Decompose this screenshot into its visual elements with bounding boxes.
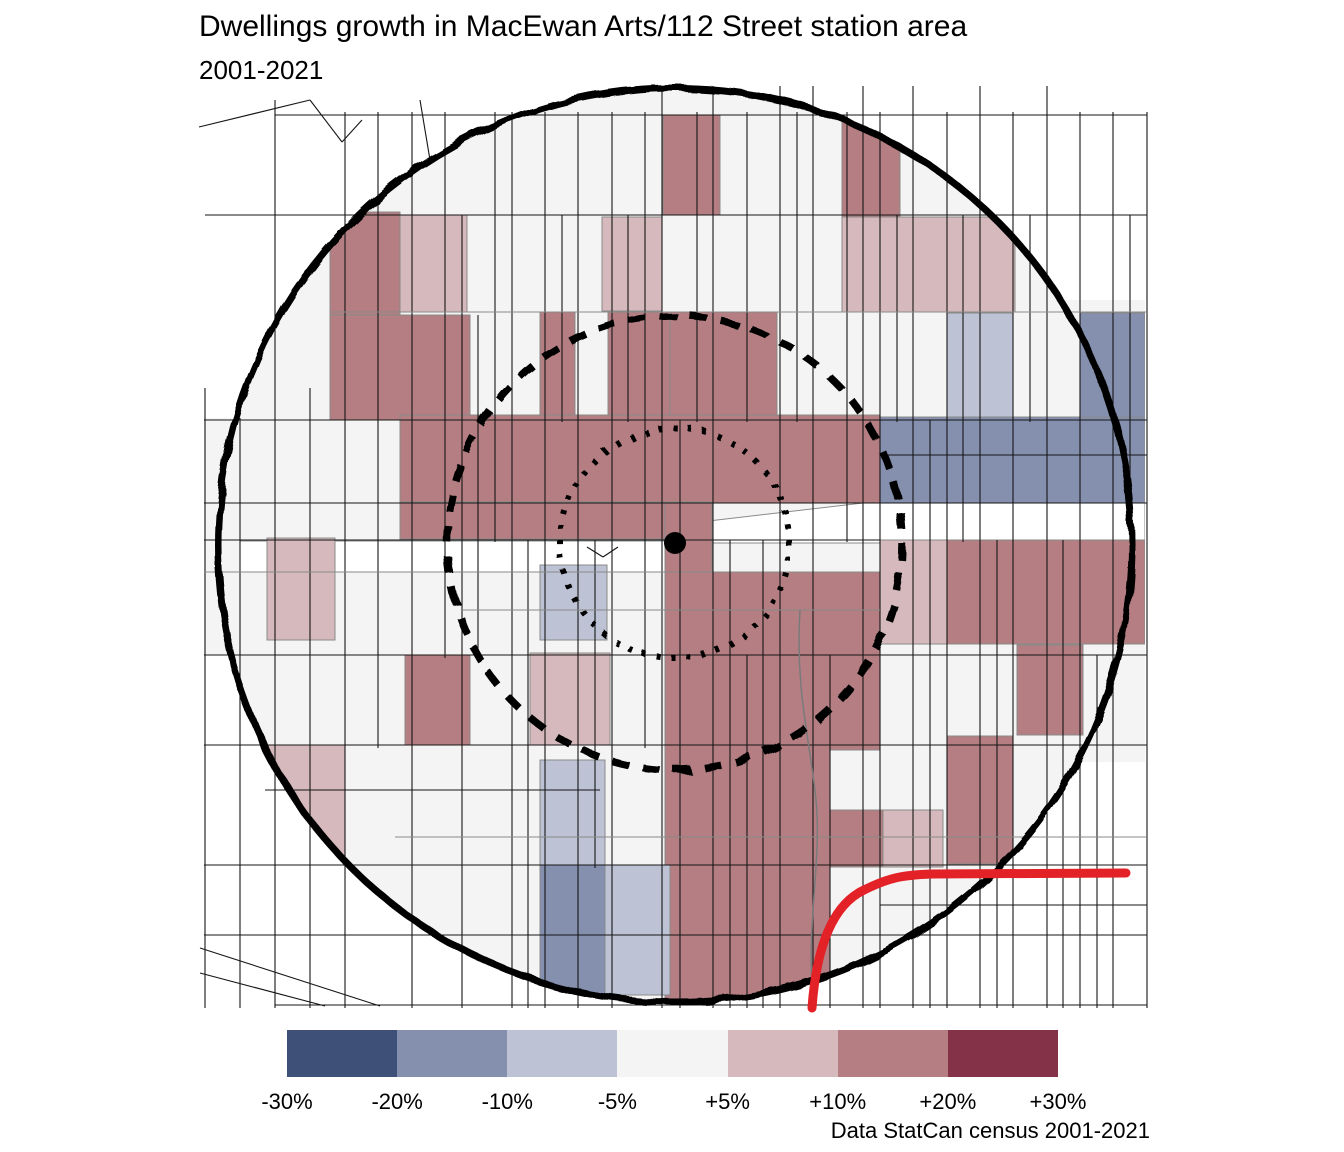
chart-title: Dwellings growth in MacEwan Arts/112 Str… bbox=[199, 10, 968, 43]
data-attribution: Data StatCan census 2001-2021 bbox=[830, 1118, 1150, 1143]
legend-color-bar bbox=[287, 1030, 1058, 1077]
legend-swatch bbox=[287, 1030, 398, 1077]
legend-swatch bbox=[617, 1030, 728, 1077]
buffer-circle-outer-solid bbox=[214, 84, 1136, 1006]
legend-labels: -30% -20% -10% -5% +5% +10% +20% +30% bbox=[0, 1089, 1344, 1119]
buffer-circle-inner-dotted bbox=[557, 425, 793, 661]
chart-subtitle: 2001-2021 bbox=[199, 55, 324, 85]
station-dot bbox=[664, 532, 686, 554]
legend-label: -5% bbox=[597, 1089, 637, 1114]
street-grid bbox=[198, 86, 1148, 1008]
legend-swatch bbox=[837, 1030, 948, 1077]
legend-label: -20% bbox=[371, 1089, 423, 1114]
legend-swatch bbox=[397, 1030, 508, 1077]
legend-swatch bbox=[727, 1030, 838, 1077]
legend-swatch bbox=[947, 1030, 1058, 1077]
legend-label: +10% bbox=[809, 1089, 867, 1114]
legend-label: +5% bbox=[705, 1089, 750, 1114]
lrt-line bbox=[807, 868, 1131, 1013]
legend-swatch bbox=[507, 1030, 618, 1077]
ravine-road bbox=[798, 609, 819, 1006]
legend-label: -10% bbox=[481, 1089, 533, 1114]
buffer-circle-middle-dashed bbox=[444, 312, 906, 774]
legend-label: +30% bbox=[1029, 1089, 1087, 1114]
legend-label: -30% bbox=[261, 1089, 313, 1114]
legend-label: +20% bbox=[919, 1089, 977, 1114]
